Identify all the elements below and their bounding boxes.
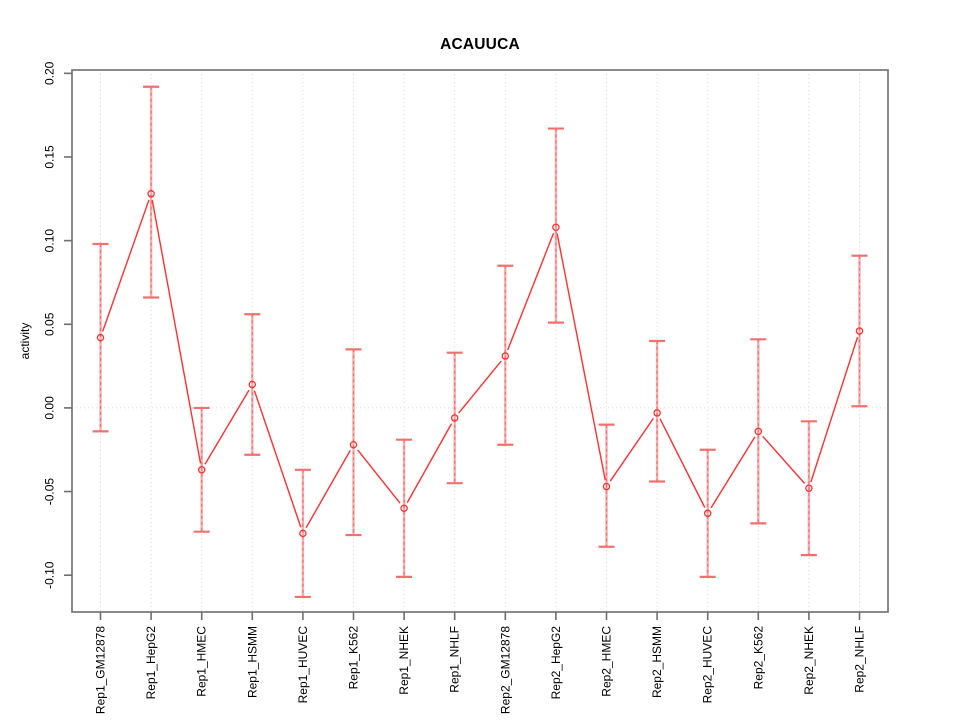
series-segment	[659, 418, 706, 508]
y-tick-label: -0.10	[43, 561, 57, 589]
data-point-marker	[602, 482, 611, 491]
y-tick-label: 0.10	[43, 229, 57, 253]
x-category-label: Rep2_NHEK	[802, 626, 816, 695]
series-segment	[357, 449, 401, 504]
y-tick-label: -0.05	[43, 478, 57, 506]
series-segment	[204, 389, 250, 465]
data-point-marker	[248, 380, 257, 389]
data-point-marker	[147, 190, 155, 198]
x-category-label: Rep1_HUVEC	[296, 626, 310, 704]
x-category-label: Rep2_GM12878	[498, 626, 512, 714]
y-tick-label: 0.00	[43, 396, 57, 420]
y-axis-title: activity	[18, 322, 32, 360]
x-category-label: Rep2_HepG2	[549, 626, 563, 700]
x-category-label: Rep2_HUVEC	[701, 626, 715, 704]
x-category-label: Rep1_GM12878	[94, 626, 108, 714]
data-point-marker	[96, 333, 105, 342]
x-category-label: Rep1_K562	[347, 626, 361, 690]
data-point-marker	[653, 409, 661, 417]
series-segment	[810, 336, 859, 483]
y-tick-label: 0.15	[43, 145, 57, 169]
y-tick-label: 0.20	[43, 61, 57, 85]
x-category-label: Rep2_K562	[751, 626, 765, 690]
x-category-label: Rep2_HMEC	[600, 626, 614, 697]
x-category-label: Rep1_NHEK	[397, 626, 411, 695]
x-category-label: Rep2_NHLF	[853, 626, 867, 693]
data-point-marker	[855, 327, 864, 335]
series-segment	[305, 450, 351, 529]
data-point-marker	[805, 484, 813, 492]
y-tick-label: 0.05	[43, 312, 57, 336]
series-segment	[253, 390, 302, 528]
data-point-marker	[349, 440, 358, 449]
data-point-marker	[703, 509, 712, 518]
data-point-marker	[552, 223, 560, 231]
series-segment	[101, 199, 150, 332]
data-point-marker	[450, 414, 459, 422]
series-segment	[458, 360, 502, 414]
data-point-marker	[299, 529, 307, 538]
chart-title: ACAUUCA	[440, 36, 520, 53]
series-segment	[710, 436, 756, 509]
series-segment	[151, 200, 202, 464]
data-point-marker	[197, 466, 206, 474]
data-point-marker	[501, 352, 510, 360]
plot-box	[71, 69, 889, 613]
series-segment	[507, 233, 555, 351]
data-point-marker	[400, 504, 408, 513]
x-category-label: Rep1_HSMM	[245, 626, 259, 698]
x-category-label: Rep1_NHLF	[448, 626, 462, 693]
x-category-label: Rep1_HepG2	[144, 626, 158, 700]
x-category-label: Rep2_HSMM	[650, 626, 664, 698]
series-segment	[762, 435, 806, 484]
series-segment	[609, 417, 654, 482]
series-segment	[406, 423, 453, 503]
series-segment	[556, 233, 606, 481]
x-category-label: Rep1_HMEC	[195, 626, 209, 697]
data-point-marker	[754, 427, 763, 436]
